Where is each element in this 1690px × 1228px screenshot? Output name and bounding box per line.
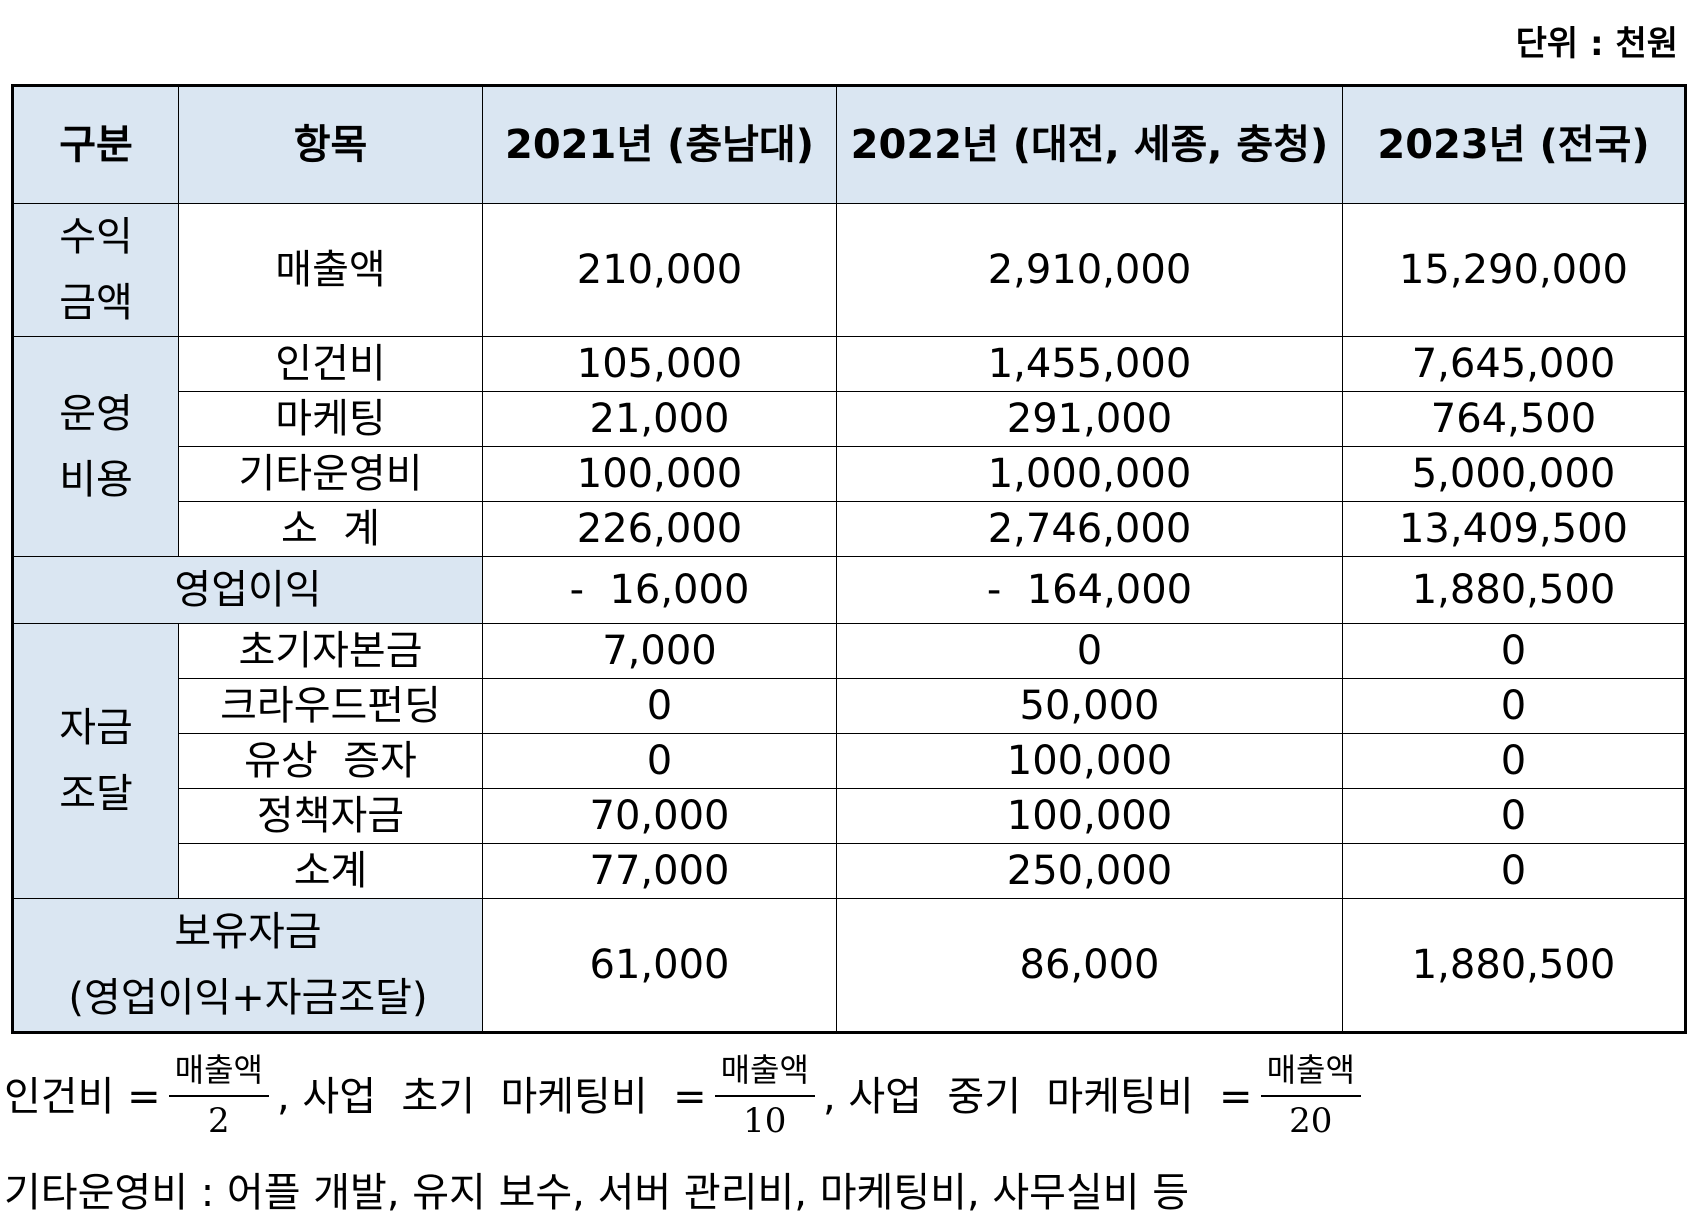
value-cell: 291,000 xyxy=(836,391,1343,447)
finance-table: 구분 항목 2021년 (충남대) 2022년 (대전, 세종, 충청) 2023년 (… xyxy=(11,84,1687,1034)
fraction: 매출액 2 xyxy=(168,1045,269,1141)
section-label: 보유자금 (영업이익+자금조달) xyxy=(12,898,483,1033)
value-cell: 7,000 xyxy=(482,623,837,679)
value-cell: 13,409,500 xyxy=(1342,501,1686,557)
header-cell: 2022년 (대전, 세종, 충청) xyxy=(836,85,1343,204)
table-row: 기타운영비 100,000 1,000,000 5,000,000 xyxy=(13,446,1686,502)
formula-text: , 사업 중기 마케팅비 = xyxy=(822,1074,1253,1120)
value-cell: 0 xyxy=(1342,843,1686,899)
value-cell: 7,645,000 xyxy=(1342,336,1686,392)
table-row: 영업이익 - 16,000- 164,000 1,880,500 xyxy=(12,556,1686,624)
value-cell: 2,910,000 xyxy=(836,203,1343,337)
table-row: 운영 비용 인건비 105,000 1,455,000 7,645,000 xyxy=(12,336,1686,557)
value-cell: 0 xyxy=(1342,733,1686,789)
formula-note: 인건비 = 매출액 2, 사업 초기 마케팅비 = 매출액 10, 사업 중기 마케팅비… xyxy=(4,1045,1369,1141)
label-line: 보유자금 xyxy=(174,909,322,955)
value-cell: - 164,000 xyxy=(836,556,1343,624)
label-line: 비용 xyxy=(59,456,133,503)
value-cell: 70,000 xyxy=(482,788,837,844)
value-cell: 1,455,000 xyxy=(836,336,1343,392)
table-row: 수익 금액 매출액 210,000 2,910,000 15,290,000 xyxy=(12,203,1686,337)
value-cell: 61,000 xyxy=(482,898,837,1033)
label-line: 영업이익 xyxy=(174,567,322,613)
label-line: 자금 xyxy=(59,705,133,751)
table-row: 크라우드펀딩 0 50,000 0 xyxy=(13,678,1686,734)
numerator: 매출액 xyxy=(1260,1045,1361,1097)
fraction: 매출액 10 xyxy=(714,1045,815,1141)
value-cell: 105,000 xyxy=(482,336,837,392)
value-cell: 0 xyxy=(482,733,837,789)
value-cell: 0 xyxy=(1342,788,1686,844)
item-cell: 기타운영비 xyxy=(178,446,483,502)
value-cell: 210,000 xyxy=(482,203,837,337)
value-cell: - 16,000 xyxy=(482,556,837,624)
value-cell: 1,880,500 xyxy=(1342,556,1686,624)
value-cell: 77,000 xyxy=(482,843,837,899)
item-cell: 매출액 xyxy=(178,203,483,337)
value-cell: 21,000 xyxy=(482,391,837,447)
label-line: (영업이익+자금조달) xyxy=(68,975,428,1021)
numerator: 매출액 xyxy=(714,1045,815,1097)
table-row: 소 계 226,000 2,746,000 13,409,500 xyxy=(13,501,1686,557)
table-row: 자금 조달 초기자본금 7,000 0 0 xyxy=(12,623,1686,899)
value-cell: 0 xyxy=(1342,678,1686,734)
label-line: 금액 xyxy=(59,280,133,326)
value-cell: 15,290,000 xyxy=(1342,203,1686,337)
value-cell: 86,000 xyxy=(836,898,1343,1033)
item-cell: 소계 xyxy=(178,843,483,899)
header-cell: 2023년 (전국) xyxy=(1342,85,1686,204)
item-cell: 초기자본금 xyxy=(178,623,483,679)
table-row: 유상 증자 0 100,000 0 xyxy=(13,733,1686,789)
header-cell: 구분 xyxy=(12,85,179,204)
value-cell: 1,880,500 xyxy=(1342,898,1686,1033)
value-cell: 50,000 xyxy=(836,678,1343,734)
denominator: 20 xyxy=(1289,1101,1333,1141)
item-cell: 크라우드펀딩 xyxy=(178,678,483,734)
table-row: 마케팅 21,000 291,000 764,500 xyxy=(13,391,1686,447)
value-cell: 100,000 xyxy=(836,788,1343,844)
value-cell: 0 xyxy=(836,623,1343,679)
value-cell: 2,746,000 xyxy=(836,501,1343,557)
header-cell: 2021년 (충남대) xyxy=(482,85,837,204)
label-line: 수익 xyxy=(59,214,133,260)
value-cell: 100,000 xyxy=(482,446,837,502)
label-line: 조달 xyxy=(59,771,133,817)
item-cell: 소 계 xyxy=(178,501,483,557)
header-cell: 항목 xyxy=(178,85,483,204)
denominator: 10 xyxy=(743,1101,787,1141)
formula-text: , 사업 초기 마케팅비 = xyxy=(276,1074,707,1120)
item-cell: 마케팅 xyxy=(178,391,483,447)
value-cell: 1,000,000 xyxy=(836,446,1343,502)
header-row: 구분 항목 2021년 (충남대) 2022년 (대전, 세종, 충청) 2023년 (… xyxy=(12,85,1686,204)
value-cell: 764,500 xyxy=(1342,391,1686,447)
table-row: 소계 77,000 250,000 0 xyxy=(13,843,1686,899)
item-cell: 정책자금 xyxy=(178,788,483,844)
formula-text: 인건비 = xyxy=(4,1074,161,1120)
value-cell: 226,000 xyxy=(482,501,837,557)
value-cell: 0 xyxy=(1342,623,1686,679)
value-cell: 5,000,000 xyxy=(1342,446,1686,502)
table-row: 정책자금 70,000 100,000 0 xyxy=(13,788,1686,844)
value-cell: 0 xyxy=(482,678,837,734)
value-cell: 100,000 xyxy=(836,733,1343,789)
item-cell: 인건비 xyxy=(178,336,483,392)
other-note: 기타운영비 : 어플 개발, 유지 보수, 서버 관리비, 마케팅비, 사무실비… xyxy=(4,1170,1190,1216)
table-row: 보유자금 (영업이익+자금조달) 61,000 86,000 1,880,500 xyxy=(12,898,1686,1033)
denominator: 2 xyxy=(207,1101,230,1141)
item-cell: 유상 증자 xyxy=(178,733,483,789)
section-label: 영업이익 xyxy=(12,556,483,624)
label-line: 운영 xyxy=(59,390,133,437)
value-cell: 250,000 xyxy=(836,843,1343,899)
fraction: 매출액 20 xyxy=(1260,1045,1361,1141)
numerator: 매출액 xyxy=(168,1045,269,1097)
unit-label: 단위 : 천원 xyxy=(1515,24,1678,64)
